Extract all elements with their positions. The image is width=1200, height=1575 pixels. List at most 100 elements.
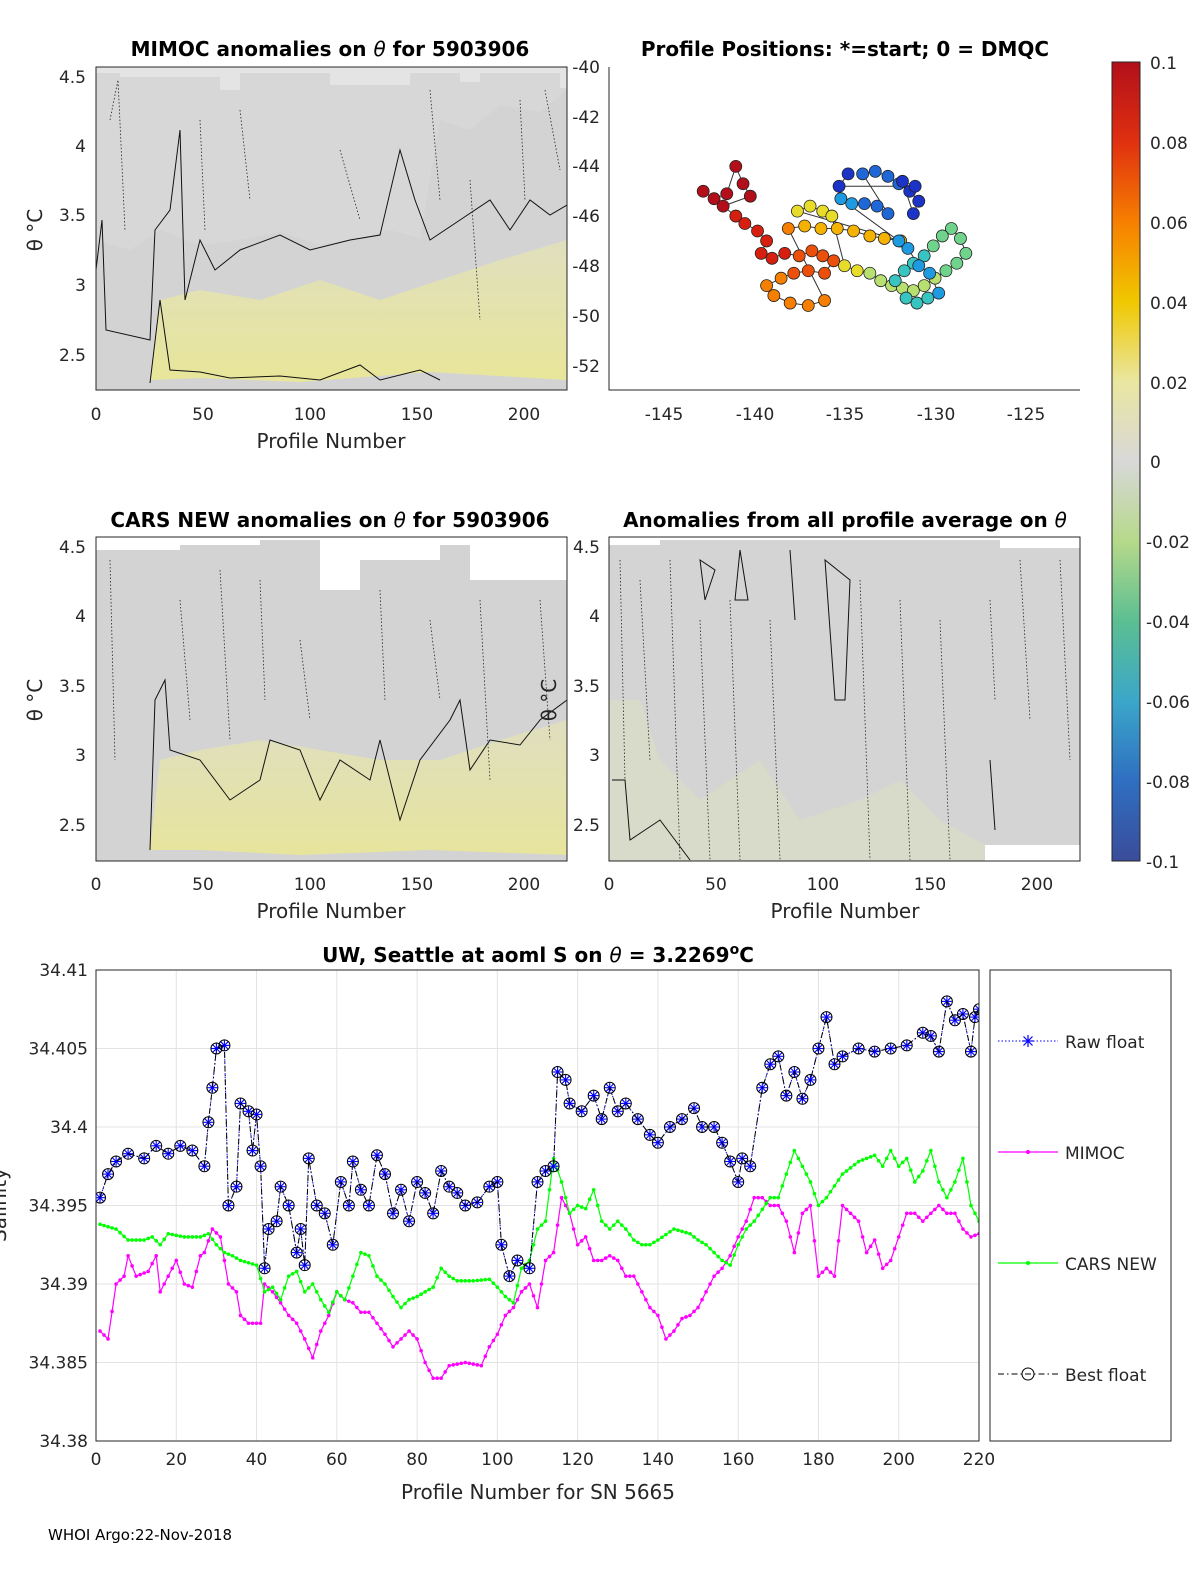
cars-new-point <box>138 1238 142 1242</box>
mimoc-point <box>154 1253 159 1258</box>
profile-position-point <box>767 289 781 302</box>
mimoc-ytick: 2.5 <box>59 346 86 366</box>
mimoc-xtick: 150 <box>401 405 433 425</box>
best-float-point <box>732 1175 745 1188</box>
cars-new-point <box>624 1227 628 1231</box>
cars-new-point <box>322 1304 327 1308</box>
mimoc-xtick: 50 <box>192 405 214 425</box>
all-average-yticks: 2.5 3 3.5 4 4.5 <box>573 538 600 836</box>
cars-new-point <box>479 1278 484 1282</box>
legend-box <box>989 969 1172 1442</box>
best-float-point <box>254 1160 267 1173</box>
mimoc-point <box>459 1361 464 1366</box>
raw-float-point <box>564 1098 575 1109</box>
cars-new-point <box>696 1238 700 1242</box>
mimoc-point <box>367 1310 371 1315</box>
mimoc-point <box>318 1329 323 1333</box>
raw-float-point <box>949 1015 960 1026</box>
mimoc-point <box>170 1266 175 1271</box>
mimoc-point <box>483 1354 488 1359</box>
cars-new-point <box>507 1297 512 1302</box>
legend-label-cars-new: CARS NEW <box>1065 1255 1157 1275</box>
cars-new-point <box>912 1180 917 1184</box>
mimoc-point <box>322 1321 327 1326</box>
mimoc-point <box>130 1264 134 1268</box>
best-float-point <box>354 1183 367 1196</box>
best-float-point <box>868 1045 881 1058</box>
cars-new-point <box>286 1274 291 1278</box>
mimoc-point <box>860 1235 865 1239</box>
mimoc-point <box>491 1338 496 1343</box>
profile-position-point <box>841 167 855 181</box>
mimoc-ytick: 3.5 <box>59 206 86 226</box>
raw-float-point <box>869 1046 880 1057</box>
profile-position-point <box>874 274 888 288</box>
profile-position-point <box>935 229 949 243</box>
best-float-point <box>595 1113 608 1126</box>
cars-yticks: 2.5 3 3.5 4 4.5 <box>59 538 86 836</box>
cars-new-point <box>431 1285 435 1289</box>
best-float-point <box>411 1175 424 1188</box>
profile-position-point <box>816 249 830 263</box>
cars-new-point <box>379 1278 383 1282</box>
cars-new-point <box>122 1234 126 1239</box>
raw-float-point <box>428 1208 439 1219</box>
all-average-xticks: 0 50 100 150 200 <box>604 875 1054 895</box>
best-float-point <box>547 1160 560 1173</box>
mimoc-point <box>114 1282 118 1286</box>
all-average-xtick: 0 <box>604 875 615 895</box>
best-float-point <box>370 1149 383 1162</box>
best-float-point <box>495 1238 508 1251</box>
salinity-xtick: 40 <box>246 1450 268 1470</box>
mimoc-point <box>363 1310 367 1315</box>
mimoc-point <box>226 1282 231 1286</box>
cars-positive-anomaly <box>150 720 567 855</box>
cars-new-point <box>198 1235 203 1239</box>
cars-new-point <box>391 1294 395 1299</box>
raw-float-point <box>327 1239 338 1250</box>
mimoc-point <box>619 1266 624 1271</box>
cars-new-point <box>166 1231 171 1236</box>
positions-yticks: -40 -42 -44 -46 -48 -50 -52 <box>572 58 600 377</box>
mimoc-point <box>375 1321 379 1326</box>
cars-new-point <box>298 1279 303 1284</box>
all-average-ytick: 4.5 <box>573 538 600 558</box>
mimoc-yticks: 2.5 3 3.5 4 4.5 <box>59 68 86 366</box>
salinity-xtick: 80 <box>406 1450 428 1470</box>
mimoc-point <box>945 1211 949 1216</box>
mimoc-point <box>965 1231 969 1235</box>
mimoc-point <box>973 1233 977 1238</box>
profile-position-point <box>832 179 846 193</box>
best-float-point <box>403 1215 416 1228</box>
cars-new-point <box>619 1223 624 1227</box>
cars-new-point <box>142 1238 146 1242</box>
cars-new-point <box>359 1250 363 1255</box>
best-float-point <box>435 1164 448 1177</box>
cars-new-point <box>764 1201 769 1206</box>
mimoc-point <box>591 1258 596 1263</box>
cars-new-point <box>262 1290 267 1294</box>
best-float-point <box>924 1029 937 1042</box>
mimoc-point <box>427 1368 431 1373</box>
cars-new-point <box>130 1238 134 1242</box>
mimoc-point <box>756 1195 761 1200</box>
mimoc-point <box>684 1315 688 1319</box>
best-float-point <box>559 1073 572 1086</box>
mimoc-ytick: 3 <box>75 276 86 296</box>
cars-new-point <box>254 1263 259 1267</box>
cars-new-point <box>652 1240 656 1245</box>
cars-new-point <box>154 1239 159 1243</box>
best-float-point <box>708 1121 721 1133</box>
mimoc-point <box>607 1253 612 1258</box>
profile-position-point <box>847 224 860 238</box>
mimoc-point <box>933 1207 937 1212</box>
profile-position-point <box>791 204 804 218</box>
mimoc-point <box>949 1211 953 1216</box>
positions-xticks: -145 -140 -135 -130 -125 <box>645 405 1046 425</box>
mimoc-point <box>656 1313 660 1318</box>
cars-new-point <box>945 1195 949 1200</box>
mimoc-point <box>611 1256 616 1260</box>
mimoc-xtick: 100 <box>294 405 326 425</box>
cars-new-point <box>816 1203 821 1208</box>
best-float-point <box>206 1081 219 1094</box>
